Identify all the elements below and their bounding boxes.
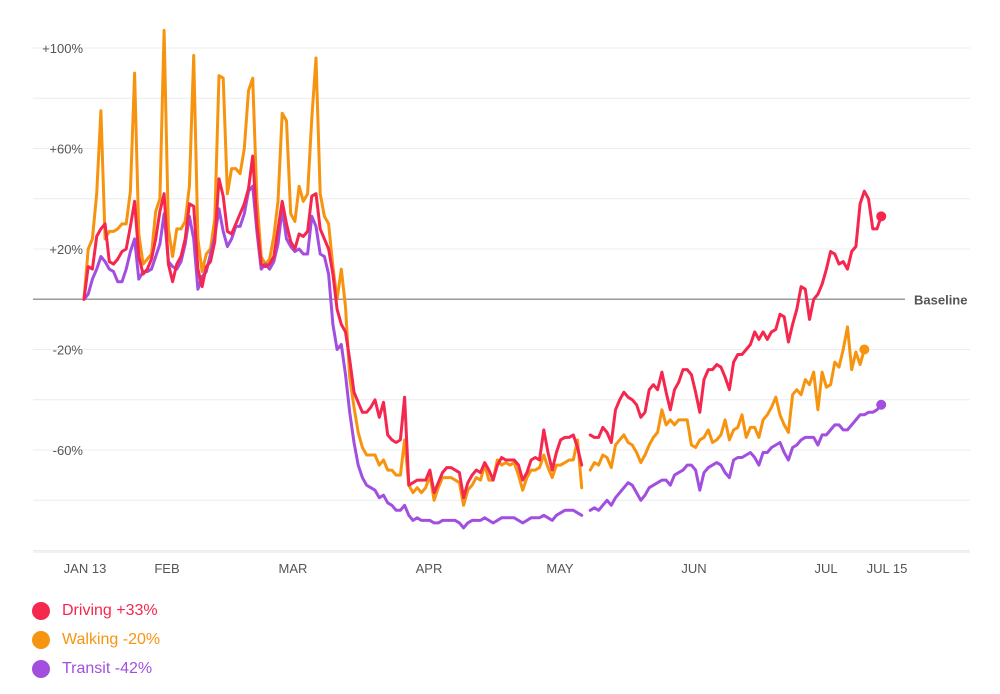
x-tick-label: MAR (279, 561, 308, 576)
x-tick-label: JUL 15 (867, 561, 908, 576)
y-tick-label: -60% (53, 443, 84, 458)
series-line-transit (588, 403, 883, 512)
legend-label-transit: Transit -42% (62, 659, 153, 677)
series-driving (82, 154, 887, 500)
x-tick-label: APR (416, 561, 443, 576)
series-transit (82, 184, 887, 530)
legend-item-walking[interactable]: Walking -20% (32, 625, 160, 654)
y-axis-tick-labels: +100% +60% +20% -20% -60% (42, 41, 83, 458)
x-axis-tick-labels: JAN 13 FEB MAR APR MAY JUN JUL JUL 15 (64, 561, 908, 576)
series-walking (82, 28, 870, 507)
series-lines (82, 28, 887, 530)
series-end-dot-walking[interactable] (859, 344, 870, 355)
y-tick-label: -20% (53, 343, 84, 358)
series-line-driving (82, 154, 584, 500)
x-tick-label: FEB (154, 561, 179, 576)
series-end-dot-transit[interactable] (876, 399, 887, 410)
transit-dot-icon (32, 659, 50, 678)
baseline-label: Baseline (914, 292, 967, 307)
walking-dot-icon (32, 630, 50, 649)
series-end-dot-driving[interactable] (876, 211, 887, 222)
y-tick-label: +60% (49, 142, 83, 157)
x-tick-label: JAN 13 (64, 561, 107, 576)
series-line-driving (588, 189, 883, 444)
legend-label-driving: Driving +33% (62, 601, 158, 619)
x-tick-label: MAY (546, 561, 574, 576)
legend-label-walking: Walking -20% (62, 630, 161, 648)
driving-dot-icon (32, 601, 50, 620)
x-tick-label: JUN (681, 561, 706, 576)
x-tick-label: JUL (814, 561, 837, 576)
mobility-line-chart: +100% +60% +20% -20% -60% Baseline JAN 13 FEB… (33, 28, 970, 576)
y-tick-label: +100% (42, 41, 83, 56)
legend-item-driving[interactable]: Driving +33% (32, 596, 160, 625)
legend: Driving +33% Walking -20% Transit -42% (32, 596, 160, 683)
series-line-walking (588, 325, 866, 472)
legend-item-transit[interactable]: Transit -42% (32, 654, 160, 683)
series-line-transit (82, 184, 584, 530)
y-tick-label: +20% (49, 242, 83, 257)
